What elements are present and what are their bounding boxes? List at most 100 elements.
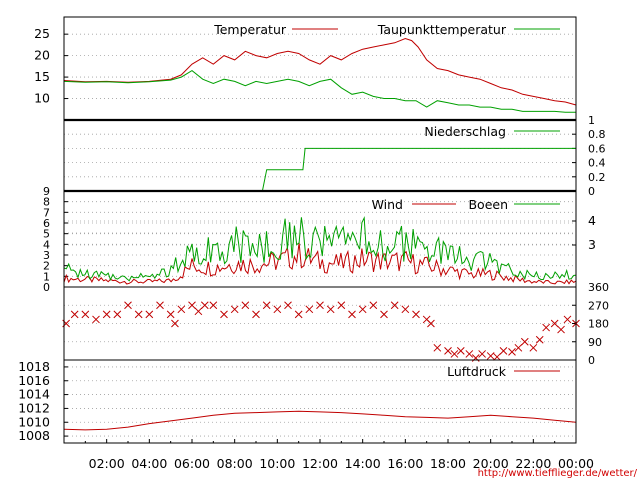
direction-marker bbox=[209, 301, 218, 310]
right-tick-label: 0 bbox=[588, 185, 595, 198]
x-tick-label: 02:00 bbox=[89, 456, 125, 471]
direction-marker bbox=[486, 352, 495, 360]
direction-marker bbox=[390, 301, 399, 310]
series-line-temperatur bbox=[63, 37, 577, 106]
left-tick-label: 25 bbox=[34, 26, 50, 41]
right-tick-label: 0.8 bbox=[588, 128, 606, 141]
direction-marker bbox=[337, 301, 346, 310]
x-tick-label: 10:00 bbox=[259, 456, 295, 471]
x-tick-label: 00:00 bbox=[558, 456, 594, 471]
x-tick-label: 12:00 bbox=[302, 456, 338, 471]
right-tick-label: 0 bbox=[588, 354, 595, 367]
right-tick-label: 0.6 bbox=[588, 142, 606, 155]
direction-marker bbox=[194, 307, 203, 316]
left-tick-label: 8 bbox=[43, 196, 50, 209]
x-tick-label: 18:00 bbox=[430, 456, 466, 471]
legend-label: Boeen bbox=[468, 197, 508, 212]
x-tick-label: 22:00 bbox=[515, 456, 551, 471]
direction-marker bbox=[166, 310, 175, 319]
direction-marker bbox=[113, 310, 122, 319]
series-line-wind bbox=[63, 242, 577, 285]
direction-marker bbox=[70, 310, 79, 319]
x-tick-label: 14:00 bbox=[345, 456, 381, 471]
panel-temperature bbox=[63, 16, 577, 121]
direction-marker bbox=[401, 305, 410, 314]
left-tick-label: 6 bbox=[43, 217, 50, 230]
left-tick-label: 1008 bbox=[18, 428, 50, 443]
direction-marker bbox=[326, 305, 335, 314]
direction-marker bbox=[499, 347, 508, 355]
direction-marker bbox=[358, 305, 367, 314]
right-tick-label: 3 bbox=[588, 237, 596, 252]
direction-marker bbox=[200, 301, 209, 310]
left-tick-label: 20 bbox=[34, 48, 50, 63]
direction-marker bbox=[535, 335, 544, 344]
right-tick-label: 270 bbox=[588, 299, 609, 312]
left-tick-label: 2 bbox=[43, 260, 50, 273]
x-tick-label: 06:00 bbox=[174, 456, 210, 471]
series-line-boeen bbox=[63, 215, 577, 282]
direction-marker bbox=[369, 301, 378, 310]
direction-marker bbox=[508, 348, 516, 356]
series-line-niederschlag bbox=[261, 147, 576, 192]
direction-marker bbox=[348, 310, 356, 319]
direction-marker bbox=[456, 347, 465, 355]
series-line-luftdruck bbox=[63, 410, 577, 431]
left-tick-label: 5 bbox=[43, 228, 50, 241]
direction-marker bbox=[433, 343, 442, 352]
panel-wind_direction bbox=[62, 286, 580, 362]
legend-label: Luftdruck bbox=[447, 364, 507, 379]
direction-marker bbox=[241, 301, 250, 310]
legend-label: Niederschlag bbox=[424, 124, 506, 139]
direction-marker bbox=[493, 353, 501, 361]
right-tick-label: 0.4 bbox=[588, 157, 606, 170]
left-tick-label: 1012 bbox=[18, 400, 50, 415]
left-tick-label: 0 bbox=[43, 281, 50, 294]
x-tick-label: 16:00 bbox=[387, 456, 423, 471]
right-tick-label: 0.2 bbox=[588, 171, 606, 184]
left-tick-label: 9 bbox=[43, 185, 50, 198]
direction-marker bbox=[542, 323, 550, 332]
left-tick-label: 1016 bbox=[18, 373, 50, 388]
direction-marker bbox=[252, 310, 260, 319]
direction-marker bbox=[92, 315, 100, 324]
left-tick-label: 1 bbox=[43, 270, 50, 283]
left-tick-label: 1018 bbox=[18, 359, 50, 374]
direction-marker bbox=[557, 325, 565, 334]
direction-marker bbox=[529, 343, 538, 352]
direction-marker bbox=[427, 319, 435, 328]
direction-marker bbox=[188, 301, 196, 310]
right-tick-label: 180 bbox=[588, 318, 609, 331]
direction-marker bbox=[124, 301, 132, 310]
direction-marker bbox=[380, 310, 388, 319]
right-tick-label: 360 bbox=[588, 281, 609, 294]
left-tick-label: 4 bbox=[43, 238, 50, 251]
x-tick-label: 08:00 bbox=[217, 456, 253, 471]
direction-marker bbox=[145, 310, 154, 319]
direction-marker bbox=[102, 310, 111, 319]
direction-marker bbox=[156, 301, 164, 310]
x-axis bbox=[84, 439, 577, 443]
direction-marker bbox=[230, 305, 239, 314]
legend-label: Temperatur bbox=[213, 22, 287, 37]
direction-marker bbox=[514, 343, 523, 352]
direction-marker bbox=[550, 319, 559, 328]
right-tick-label: 4 bbox=[588, 213, 596, 228]
left-tick-label: 7 bbox=[43, 206, 50, 219]
direction-marker bbox=[284, 301, 292, 310]
direction-marker bbox=[316, 301, 324, 310]
left-tick-label: 3 bbox=[43, 249, 50, 262]
x-tick-label: 04:00 bbox=[131, 456, 167, 471]
direction-marker bbox=[262, 301, 271, 310]
footer-url: http://www.tiefflieger.de/wetter/ bbox=[478, 468, 638, 479]
direction-marker bbox=[465, 350, 474, 358]
direction-marker bbox=[563, 315, 572, 324]
series-line-taupunkttemperatur bbox=[63, 69, 576, 113]
direction-marker bbox=[177, 305, 186, 314]
direction-marker bbox=[171, 319, 179, 328]
direction-marker bbox=[220, 310, 228, 319]
direction-marker bbox=[273, 305, 282, 314]
panel-wind bbox=[63, 190, 577, 288]
right-tick-label: 1 bbox=[588, 114, 595, 127]
